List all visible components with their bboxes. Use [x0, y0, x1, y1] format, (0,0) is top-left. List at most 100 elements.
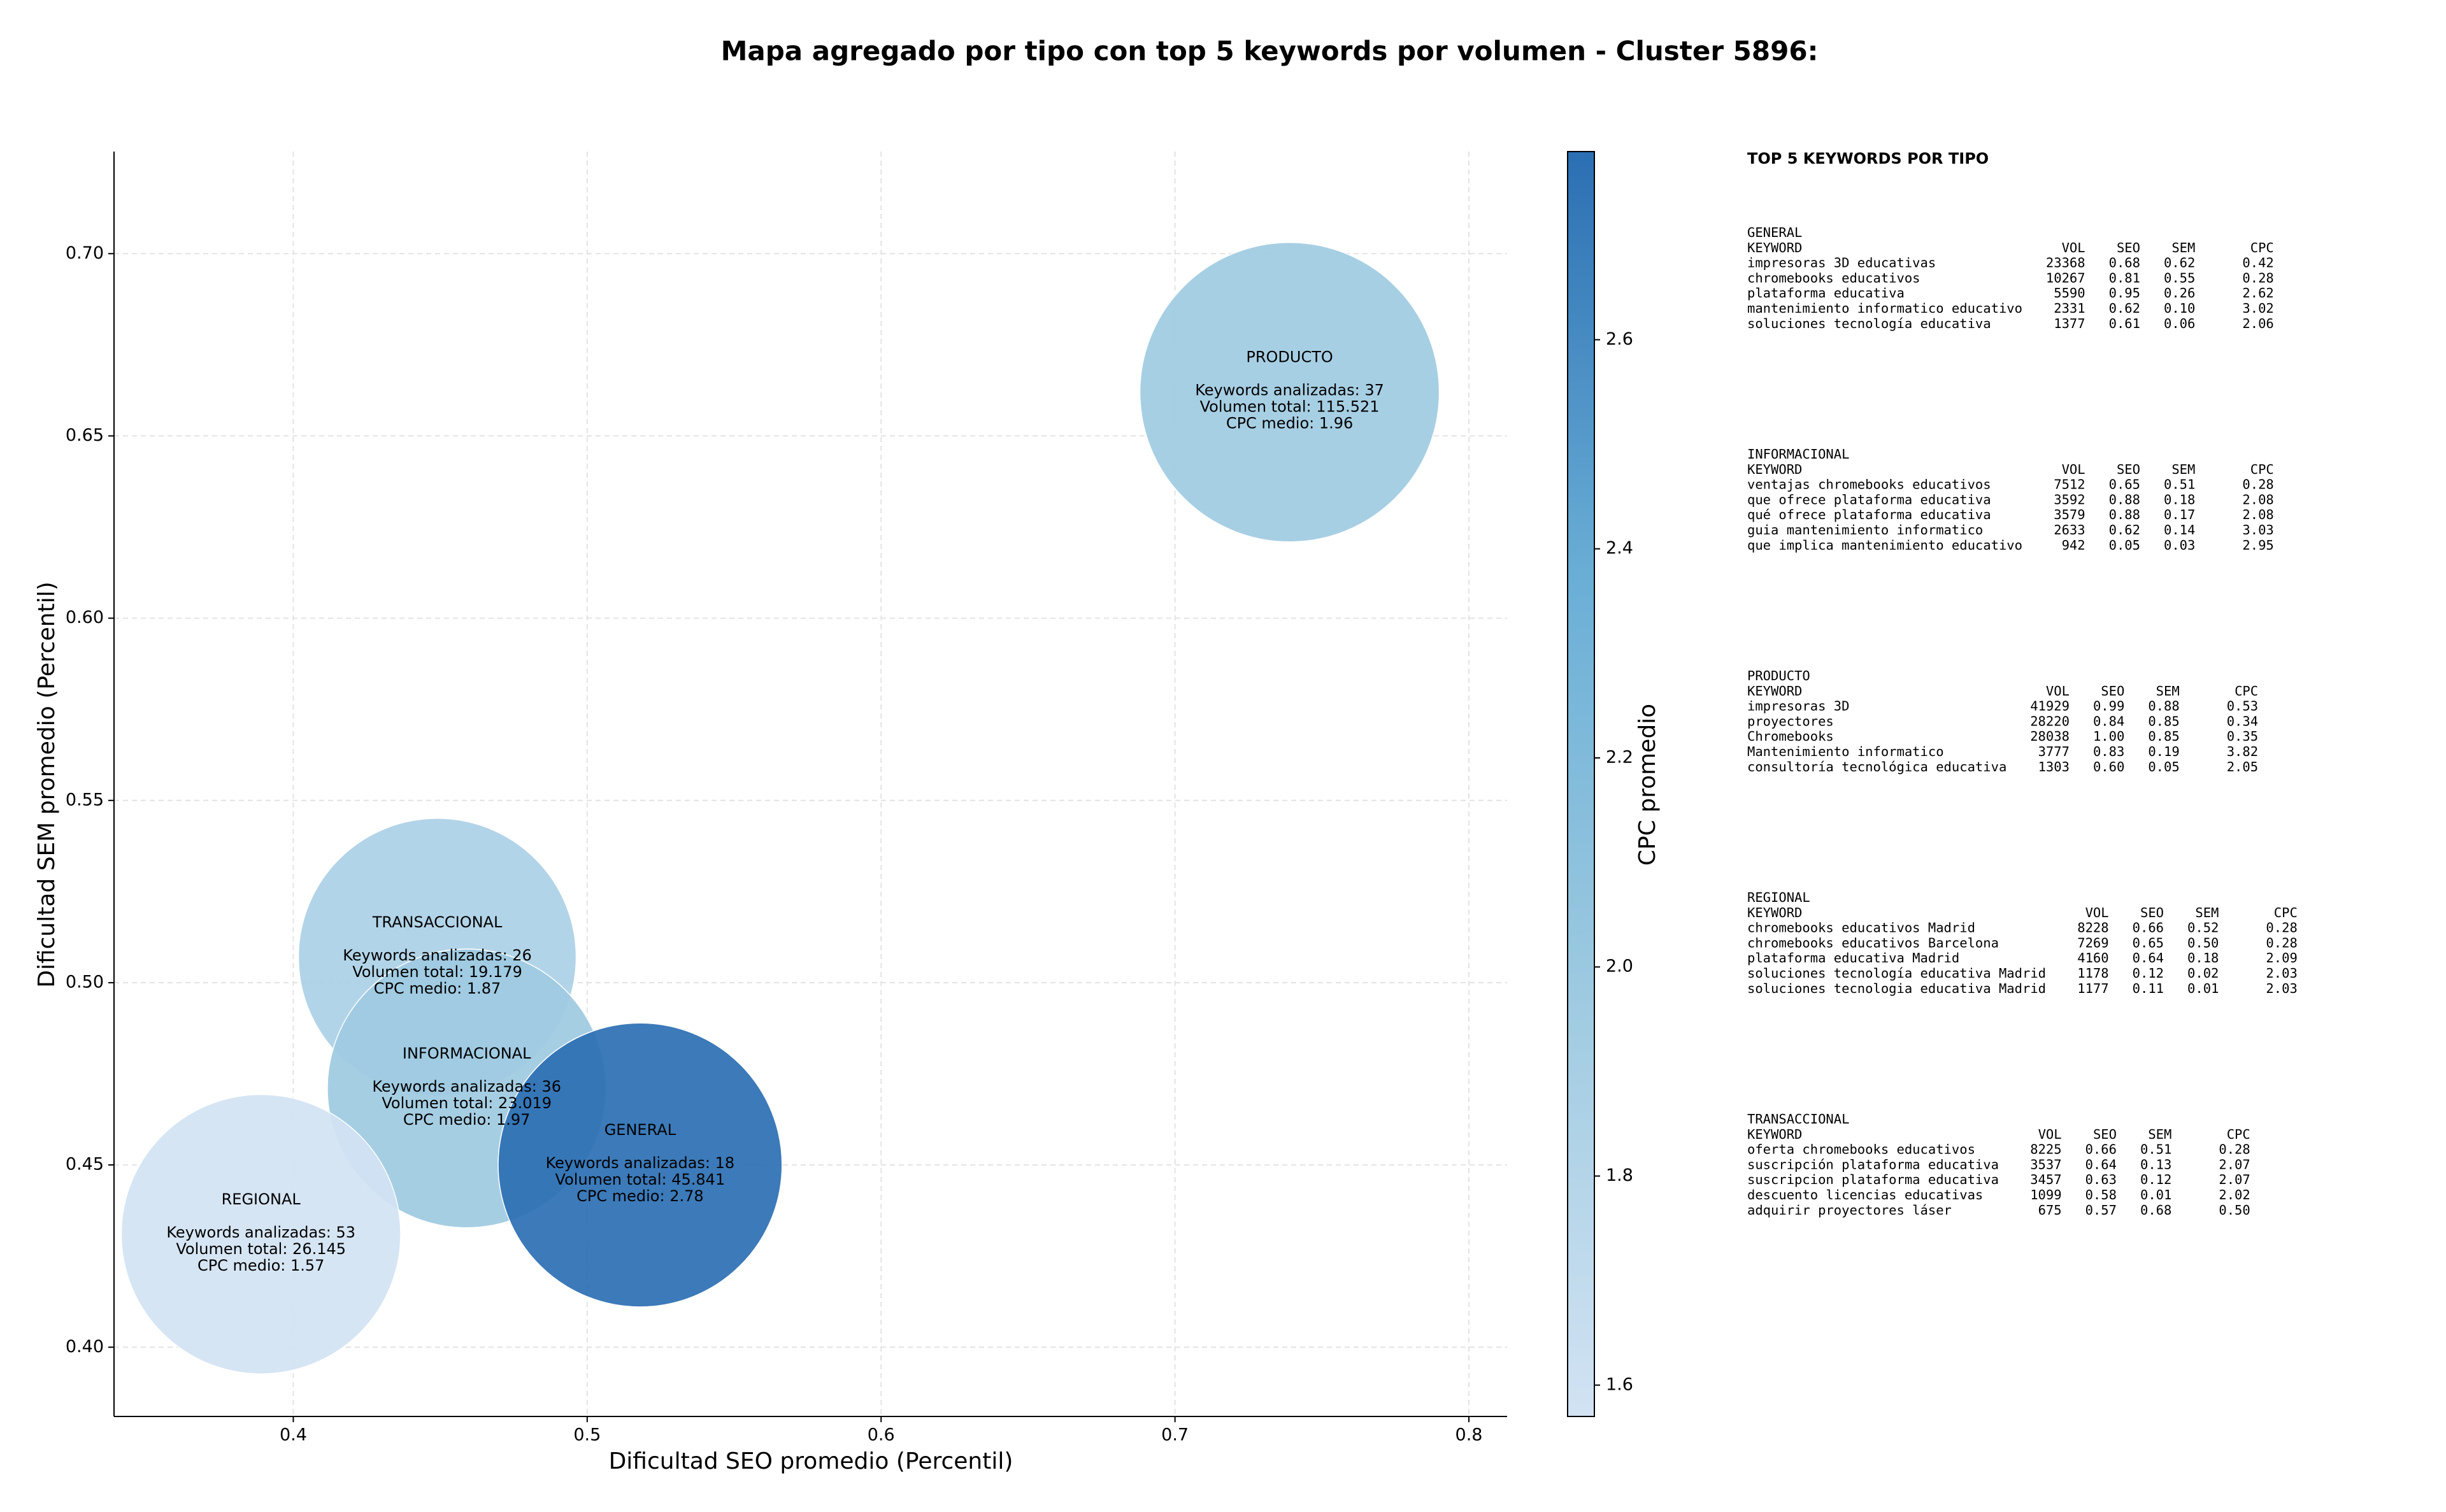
table-cell: 0.66 — [2085, 1142, 2117, 1157]
table-cell: 0.50 — [2219, 1202, 2250, 1218]
table-cell: 0.01 — [2187, 981, 2219, 996]
table-cell: suscripcion plataforma educativa — [1747, 1172, 1999, 1187]
table-header: VOL — [2062, 462, 2085, 477]
table-header: SEM — [2156, 683, 2180, 699]
table-cell: 0.28 — [2242, 270, 2273, 285]
table-cell: 0.28 — [2266, 920, 2297, 936]
colorbar-tick-label: 2.6 — [1606, 329, 1633, 349]
table-cell: 10267 — [2046, 270, 2085, 285]
table-cell: 0.95 — [2109, 285, 2140, 301]
table-cell: 41929 — [2030, 699, 2070, 714]
table-cell: 2.06 — [2242, 316, 2273, 331]
bubble-name: GENERAL — [604, 1121, 676, 1139]
table-cell: 0.64 — [2085, 1157, 2117, 1172]
x-axis-label: Dificultad SEO promedio (Percentil) — [609, 1448, 1013, 1474]
table-cell: 675 — [2038, 1202, 2062, 1218]
table-cell: descuento licencias educativas — [1747, 1187, 1983, 1202]
table-cell: 3579 — [2054, 507, 2085, 522]
table-cell: 0.17 — [2164, 507, 2195, 522]
table-cell: Mantenimiento informatico — [1747, 744, 1944, 759]
table-cell: 3592 — [2054, 492, 2085, 507]
table-cell: 0.57 — [2085, 1202, 2117, 1218]
table-cell: chromebooks educativos — [1747, 270, 1920, 285]
table-cell: chromebooks educativos Barcelona — [1747, 935, 1999, 950]
colorbar-tick-label: 2.0 — [1606, 957, 1633, 976]
bubble — [1139, 241, 1440, 543]
table-cell: 0.13 — [2140, 1157, 2171, 1172]
table-header: CPC — [2250, 462, 2274, 477]
bubble-label: Keywords analizadas: 37 — [1195, 382, 1384, 399]
bubble-label: Keywords analizadas: 26 — [343, 946, 532, 964]
table-cell: mantenimiento informatico educativo — [1747, 301, 2022, 316]
table-cell: 1.00 — [2093, 729, 2124, 744]
bubble-label: CPC medio: 1.57 — [197, 1257, 325, 1274]
table-cell: 8228 — [2077, 920, 2108, 936]
bubble-label: Keywords analizadas: 36 — [372, 1078, 561, 1095]
table-header: CPC — [2235, 683, 2258, 699]
table-cell: Chromebooks — [1747, 729, 1834, 744]
table-cell: 1303 — [2038, 759, 2070, 774]
table-cell: 0.53 — [2227, 699, 2258, 714]
table-cell: que ofrece plataforma educativa — [1747, 492, 1991, 507]
group-name: REGIONAL — [1747, 890, 1810, 905]
table-cell: 2.62 — [2242, 285, 2273, 301]
table-cell: 0.19 — [2148, 744, 2179, 759]
table-header: KEYWORD — [1747, 683, 1802, 699]
colorbar-tick-label: 1.6 — [1606, 1374, 1633, 1394]
table-header: VOL — [2038, 1127, 2062, 1142]
bubble-label: Keywords analizadas: 53 — [166, 1223, 355, 1241]
table-cell: 0.66 — [2133, 920, 2164, 936]
bubble-label: Volumen total: 45.841 — [555, 1171, 726, 1188]
table-cell: 0.55 — [2164, 270, 2195, 285]
table-cell: 0.28 — [2266, 935, 2297, 950]
table-cell: consultoría tecnológica educativa — [1747, 759, 2006, 774]
table-cell: 2633 — [2054, 522, 2085, 538]
group-name: PRODUCTO — [1747, 668, 1810, 683]
table-cell: 0.50 — [2187, 935, 2219, 950]
table-cell: 1177 — [2077, 981, 2108, 996]
bubble-name: REGIONAL — [222, 1190, 301, 1208]
table-header: SEO — [2093, 1127, 2117, 1142]
table-cell: 0.85 — [2148, 713, 2179, 729]
table-cell: 0.62 — [2109, 301, 2140, 316]
table-header: KEYWORD — [1747, 240, 1802, 255]
table-header: SEO — [2117, 462, 2140, 477]
table-cell: 0.18 — [2164, 492, 2195, 507]
table-cell: 0.01 — [2140, 1187, 2171, 1202]
table-cell: 2.02 — [2219, 1187, 2250, 1202]
colorbar-tick-label: 1.8 — [1606, 1166, 1633, 1185]
table-cell: 0.64 — [2133, 950, 2164, 966]
colorbar — [1567, 151, 1595, 1417]
table-cell: 4160 — [2077, 950, 2108, 966]
table-cell: 5590 — [2054, 285, 2085, 301]
table-cell: 0.88 — [2109, 492, 2140, 507]
table-cell: 0.42 — [2242, 255, 2273, 271]
table-cell: 23368 — [2046, 255, 2085, 271]
table-cell: 0.52 — [2187, 920, 2219, 936]
bubble-label: CPC medio: 1.87 — [374, 980, 501, 997]
table-cell: 1377 — [2054, 316, 2085, 331]
table-header: CPC — [2274, 905, 2298, 920]
table-cell: 3777 — [2038, 744, 2070, 759]
bubble-label: Volumen total: 26.145 — [176, 1240, 346, 1258]
table-cell: 0.84 — [2093, 713, 2124, 729]
x-tick-label: 0.8 — [1455, 1425, 1483, 1445]
table-cell: 0.81 — [2109, 270, 2140, 285]
x-tick-label: 0.7 — [1161, 1425, 1189, 1445]
table-cell: 3.03 — [2242, 522, 2273, 538]
table-cell: soluciones tecnología educativa Madrid — [1747, 966, 2046, 981]
table-cell: 8225 — [2030, 1142, 2061, 1157]
bubble-label: Volumen total: 115.521 — [1200, 398, 1380, 416]
table-cell: 2.05 — [2227, 759, 2258, 774]
table-cell: 0.11 — [2133, 981, 2164, 996]
table-cell: impresoras 3D — [1747, 699, 1849, 714]
y-tick-label: 0.70 — [66, 243, 104, 263]
table-cell: ventajas chromebooks educativos — [1747, 477, 1991, 492]
table-header: VOL — [2046, 683, 2070, 699]
x-tick-label: 0.4 — [280, 1425, 307, 1445]
table-header: SEM — [2195, 905, 2219, 920]
bubble — [120, 1094, 401, 1374]
table-cell: 7269 — [2077, 935, 2108, 950]
